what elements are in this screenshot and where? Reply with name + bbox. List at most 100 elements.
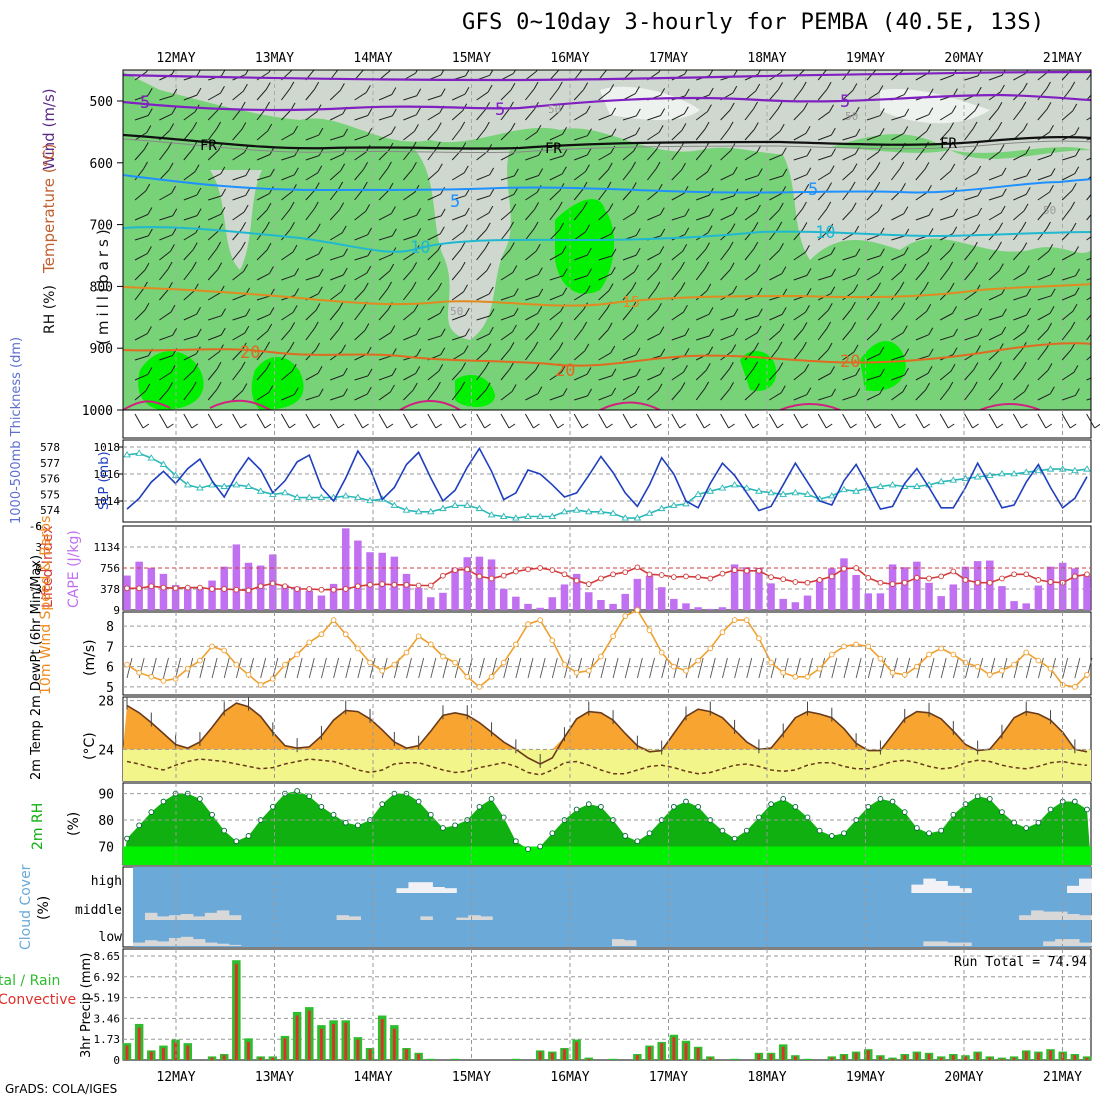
wind-barb-flag bbox=[171, 185, 177, 194]
wind-barb bbox=[891, 206, 909, 221]
cape-bar bbox=[487, 559, 496, 610]
surface-wind-barb-flag bbox=[630, 423, 638, 429]
wind-barb-staff bbox=[769, 108, 779, 121]
surface-wind-barb-staff bbox=[964, 413, 974, 429]
wind-barb-staff bbox=[720, 195, 735, 201]
wind-barb bbox=[1086, 116, 1091, 121]
wind-barb-staff bbox=[769, 209, 780, 221]
surface-wind-barb bbox=[671, 413, 687, 429]
wind-barb-staff bbox=[720, 269, 731, 281]
precip-convective-bar bbox=[405, 1049, 408, 1060]
wind-barb-staff bbox=[183, 268, 193, 281]
wind-barb-flag bbox=[854, 225, 860, 234]
wind-barb-flag bbox=[1023, 123, 1028, 131]
wind-5-contour bbox=[123, 93, 1091, 112]
wind-barb-staff bbox=[378, 133, 392, 141]
cape-bar bbox=[973, 561, 982, 610]
wind-barb-flag bbox=[806, 167, 812, 175]
wind-barb-flag bbox=[1049, 124, 1054, 133]
wind-barb-flag bbox=[1049, 306, 1055, 314]
wind-barb-staff bbox=[622, 375, 637, 381]
surface-wind-barb-flag bbox=[557, 423, 565, 429]
wind-barb-flag bbox=[487, 84, 493, 93]
wind-barb bbox=[793, 167, 812, 181]
wind-barb bbox=[159, 244, 175, 261]
rh2m-bright-band bbox=[123, 846, 1091, 865]
wind-barb bbox=[842, 248, 861, 261]
lifted-index-series-point bbox=[452, 567, 458, 573]
wind-barb-staff bbox=[915, 130, 928, 141]
wind-barb-flag bbox=[876, 282, 881, 291]
wind-barb-staff bbox=[1013, 272, 1026, 281]
wind-barb bbox=[159, 162, 174, 181]
surface-wind-barb bbox=[427, 413, 443, 429]
wind-barb bbox=[305, 201, 319, 221]
surface-wind-barb-flag bbox=[484, 423, 491, 429]
wind10m-barb bbox=[406, 657, 412, 679]
rh-50-label-4: 50 bbox=[1043, 204, 1056, 217]
wind-barb-flag bbox=[927, 184, 932, 193]
wind-barb-flag bbox=[586, 147, 592, 156]
wind-barb-flag bbox=[660, 108, 666, 116]
lifted-index-series-point bbox=[525, 566, 531, 573]
wind-barb-flag bbox=[976, 165, 982, 174]
rh-50-label: 50 bbox=[548, 103, 561, 116]
wind-barb-flag bbox=[683, 304, 688, 313]
temp-5-label-2: 5 bbox=[808, 180, 818, 200]
slp-tick-label: 1014 bbox=[94, 495, 121, 508]
cape-bar bbox=[548, 597, 557, 610]
wind-barb bbox=[329, 321, 344, 341]
wind-barb bbox=[403, 303, 419, 321]
precip-convective-bar bbox=[648, 1046, 651, 1060]
wind-barb-flag bbox=[660, 88, 666, 96]
wind-barb-flag bbox=[318, 127, 324, 136]
wind-barb bbox=[500, 203, 517, 221]
wind10m-barb bbox=[661, 657, 668, 679]
wind-barb-flag bbox=[340, 284, 346, 292]
wind-5-label: 5 bbox=[140, 93, 150, 113]
wind-barb-flag bbox=[680, 382, 686, 390]
wind-barb-staff bbox=[329, 232, 343, 241]
lifted-index-tick-label: 9 bbox=[113, 604, 120, 617]
wind-barb bbox=[769, 362, 784, 381]
wind-barb-staff bbox=[817, 309, 829, 321]
wind-barb-staff bbox=[183, 215, 198, 221]
wind-barb-staff bbox=[232, 349, 243, 361]
cape-bar bbox=[998, 586, 1006, 610]
wind-barb-flag bbox=[925, 382, 930, 391]
precip-tick-label: 1.73 bbox=[94, 1033, 121, 1046]
wind-barb-flag bbox=[216, 241, 222, 250]
wind-barb-staff bbox=[354, 115, 369, 121]
wind-barb bbox=[964, 103, 980, 121]
wind-barb-flag bbox=[610, 226, 616, 235]
wind-barb bbox=[598, 345, 616, 361]
wind-barb bbox=[769, 168, 788, 181]
wind-barb-staff bbox=[622, 189, 633, 201]
wind-barb-staff bbox=[866, 255, 881, 261]
cloud-cover-bar bbox=[959, 888, 972, 893]
wind-barb-staff bbox=[208, 315, 222, 321]
wind-barb-flag bbox=[607, 162, 613, 171]
wind-barb-flag bbox=[533, 81, 539, 90]
wind-barb-flag bbox=[557, 81, 563, 90]
wind-barb-staff bbox=[451, 128, 462, 141]
wind-barb-staff bbox=[159, 148, 169, 161]
wind-barb-flag bbox=[998, 263, 1004, 271]
wind-barb-flag bbox=[220, 85, 225, 94]
wind-barb-flag bbox=[558, 342, 564, 350]
wind-barb-staff bbox=[866, 151, 879, 161]
wind-barb bbox=[183, 141, 198, 161]
wind-barb-flag bbox=[879, 127, 885, 136]
wind-barb-staff bbox=[232, 228, 243, 241]
thickness-series-point bbox=[621, 514, 630, 521]
cloud-cover-bar bbox=[947, 885, 960, 893]
precip-total-bar bbox=[450, 1058, 460, 1060]
wind-barb-flag bbox=[367, 128, 373, 136]
lifted-index-series-point bbox=[598, 575, 604, 582]
wind-barb-flag bbox=[509, 242, 515, 250]
rh2m-plot-area bbox=[123, 788, 1091, 865]
thickness-series-point bbox=[791, 488, 800, 496]
wind-barb bbox=[988, 361, 1002, 381]
precip-run-total: Run Total = 74.94 bbox=[954, 955, 1087, 970]
